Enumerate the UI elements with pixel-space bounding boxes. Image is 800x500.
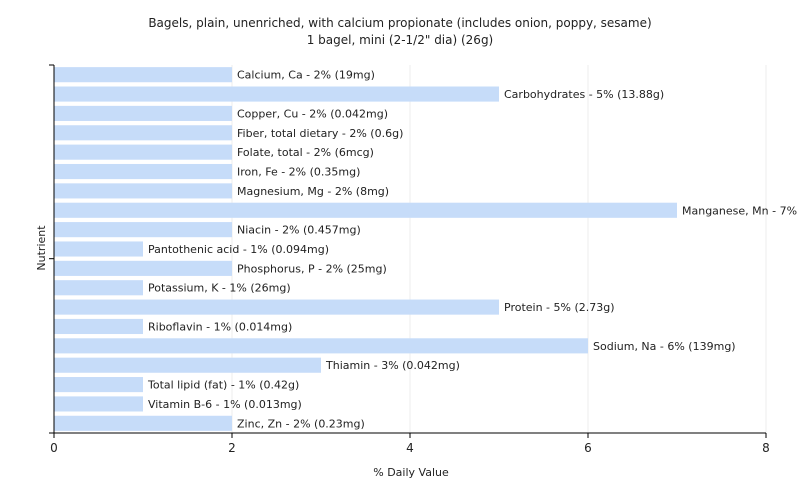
bar-label: Protein - 5% (2.73g) [504,301,615,314]
bar-label: Phosphorus, P - 2% (25mg) [237,262,387,275]
x-tick-label: 8 [762,441,770,455]
bar-label: Vitamin B-6 - 1% (0.013mg) [148,398,302,411]
bar-label: Pantothenic acid - 1% (0.094mg) [148,243,329,256]
bar [54,125,232,141]
bar [54,280,143,296]
bar-label: Sodium, Na - 6% (139mg) [593,340,736,353]
bar-label: Folate, total - 2% (6mcg) [237,146,374,159]
bar [54,144,232,160]
bars: Calcium, Ca - 2% (19mg) Carbohydrates - 5… [54,67,800,431]
bar-label: Manganese, Mn - 7% (0.140mg) [682,204,800,217]
bar [54,86,499,102]
bar [54,260,232,276]
bar [54,338,588,354]
bar [54,318,143,335]
chart-title: Bagels, plain, unenriched, with calcium … [148,16,651,30]
bar-label: Thiamin - 3% (0.042mg) [325,359,460,372]
bar-label: Iron, Fe - 2% (0.35mg) [237,166,360,179]
bar-label: Calcium, Ca - 2% (19mg) [237,69,375,82]
bar-label: Niacin - 2% (0.457mg) [237,224,361,237]
bar-label: Magnesium, Mg - 2% (8mg) [237,185,389,198]
bar [54,202,677,218]
bar [54,183,232,199]
bar [54,67,232,83]
bar-label: Potassium, K - 1% (26mg) [148,282,291,295]
x-tick-label: 2 [228,441,236,455]
bar-label: Riboflavin - 1% (0.014mg) [148,320,292,333]
bar [54,105,232,121]
bar [54,396,143,412]
bar [54,241,143,257]
x-tick-label: 4 [406,441,414,455]
bar [54,222,232,238]
bar-label: Carbohydrates - 5% (13.88g) [504,88,664,101]
bar-label: Fiber, total dietary - 2% (0.6g) [237,127,403,140]
bar [54,299,499,315]
x-axis-label: % Daily Value [373,466,449,479]
bar [54,377,143,393]
chart-subtitle: 1 bagel, mini (2-1/2" dia) (26g) [307,33,494,47]
y-axis-label: Nutrient [35,225,48,271]
bar [54,163,232,180]
bar-label: Zinc, Zn - 2% (0.23mg) [237,417,365,430]
x-tick-label: 6 [584,441,592,455]
bar [54,415,232,431]
x-tick-label: 0 [50,441,58,455]
bar-label: Copper, Cu - 2% (0.042mg) [237,107,388,120]
axes: 0 2 4 6 8 [49,64,770,455]
bar [54,357,321,373]
bar-label: Total lipid (fat) - 1% (0.42g) [147,379,299,392]
